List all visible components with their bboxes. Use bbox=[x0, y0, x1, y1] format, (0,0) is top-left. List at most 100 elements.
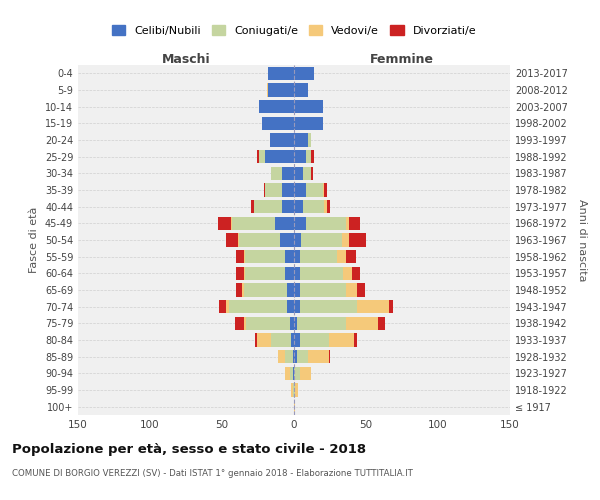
Bar bbox=[352, 266, 360, 280]
Bar bbox=[302, 200, 324, 213]
Bar bbox=[259, 100, 294, 114]
Bar bbox=[278, 350, 286, 364]
Bar bbox=[291, 334, 294, 346]
Bar bbox=[226, 300, 229, 314]
Bar bbox=[275, 216, 294, 230]
Bar bbox=[236, 284, 242, 296]
Bar bbox=[297, 316, 346, 330]
Bar bbox=[254, 200, 283, 213]
Bar bbox=[283, 200, 294, 213]
Bar bbox=[226, 234, 238, 246]
Bar bbox=[294, 116, 323, 130]
Bar bbox=[337, 250, 346, 264]
Bar bbox=[324, 200, 327, 213]
Bar bbox=[294, 166, 302, 180]
Bar bbox=[262, 116, 294, 130]
Bar bbox=[294, 150, 305, 164]
Bar bbox=[355, 334, 358, 346]
Bar bbox=[229, 300, 287, 314]
Bar bbox=[294, 66, 314, 80]
Bar bbox=[300, 334, 329, 346]
Bar bbox=[268, 84, 294, 96]
Bar bbox=[300, 366, 311, 380]
Bar bbox=[244, 250, 245, 264]
Bar bbox=[247, 316, 290, 330]
Bar bbox=[257, 334, 271, 346]
Bar bbox=[232, 216, 275, 230]
Bar bbox=[238, 234, 239, 246]
Bar bbox=[251, 200, 254, 213]
Bar bbox=[329, 334, 355, 346]
Bar bbox=[286, 366, 290, 380]
Bar bbox=[349, 216, 360, 230]
Bar bbox=[265, 184, 283, 196]
Bar bbox=[244, 316, 247, 330]
Bar bbox=[294, 216, 305, 230]
Text: Maschi: Maschi bbox=[161, 53, 211, 66]
Bar bbox=[245, 250, 286, 264]
Bar bbox=[329, 350, 330, 364]
Bar bbox=[294, 400, 295, 413]
Bar bbox=[294, 284, 300, 296]
Bar bbox=[239, 234, 280, 246]
Bar bbox=[236, 250, 244, 264]
Bar bbox=[346, 316, 377, 330]
Bar bbox=[294, 100, 323, 114]
Bar bbox=[294, 184, 305, 196]
Bar bbox=[311, 166, 313, 180]
Bar bbox=[230, 216, 232, 230]
Legend: Celibi/Nubili, Coniugati/e, Vedovi/e, Divorziati/e: Celibi/Nubili, Coniugati/e, Vedovi/e, Di… bbox=[112, 25, 476, 36]
Bar bbox=[301, 234, 341, 246]
Bar bbox=[295, 384, 298, 396]
Bar bbox=[293, 384, 294, 396]
Bar bbox=[346, 284, 358, 296]
Bar bbox=[290, 316, 294, 330]
Bar bbox=[294, 316, 297, 330]
Bar bbox=[377, 316, 385, 330]
Bar bbox=[268, 66, 294, 80]
Bar bbox=[286, 250, 294, 264]
Bar bbox=[293, 366, 294, 380]
Bar bbox=[283, 184, 294, 196]
Bar bbox=[219, 300, 226, 314]
Bar bbox=[341, 234, 349, 246]
Bar bbox=[287, 300, 294, 314]
Bar bbox=[269, 134, 294, 146]
Bar bbox=[291, 384, 293, 396]
Bar bbox=[235, 316, 244, 330]
Bar bbox=[286, 350, 293, 364]
Bar bbox=[305, 216, 346, 230]
Bar bbox=[324, 184, 327, 196]
Bar bbox=[297, 350, 308, 364]
Bar bbox=[300, 300, 358, 314]
Bar bbox=[294, 84, 308, 96]
Bar bbox=[294, 134, 308, 146]
Y-axis label: Fasce di età: Fasce di età bbox=[29, 207, 39, 273]
Bar bbox=[308, 134, 311, 146]
Bar bbox=[346, 216, 349, 230]
Y-axis label: Anni di nascita: Anni di nascita bbox=[577, 198, 587, 281]
Bar bbox=[294, 300, 300, 314]
Bar bbox=[302, 166, 311, 180]
Bar bbox=[294, 200, 302, 213]
Bar bbox=[305, 150, 311, 164]
Bar bbox=[264, 184, 265, 196]
Bar bbox=[294, 250, 300, 264]
Bar bbox=[283, 166, 294, 180]
Bar bbox=[266, 84, 268, 96]
Bar bbox=[290, 366, 293, 380]
Bar bbox=[294, 350, 297, 364]
Bar bbox=[323, 184, 324, 196]
Bar bbox=[327, 200, 330, 213]
Text: Femmine: Femmine bbox=[370, 53, 434, 66]
Bar bbox=[294, 266, 300, 280]
Bar bbox=[245, 266, 286, 280]
Bar bbox=[218, 216, 230, 230]
Bar bbox=[293, 350, 294, 364]
Bar bbox=[305, 184, 323, 196]
Bar bbox=[294, 334, 300, 346]
Bar bbox=[346, 250, 356, 264]
Bar bbox=[244, 284, 287, 296]
Bar bbox=[358, 284, 365, 296]
Bar bbox=[287, 284, 294, 296]
